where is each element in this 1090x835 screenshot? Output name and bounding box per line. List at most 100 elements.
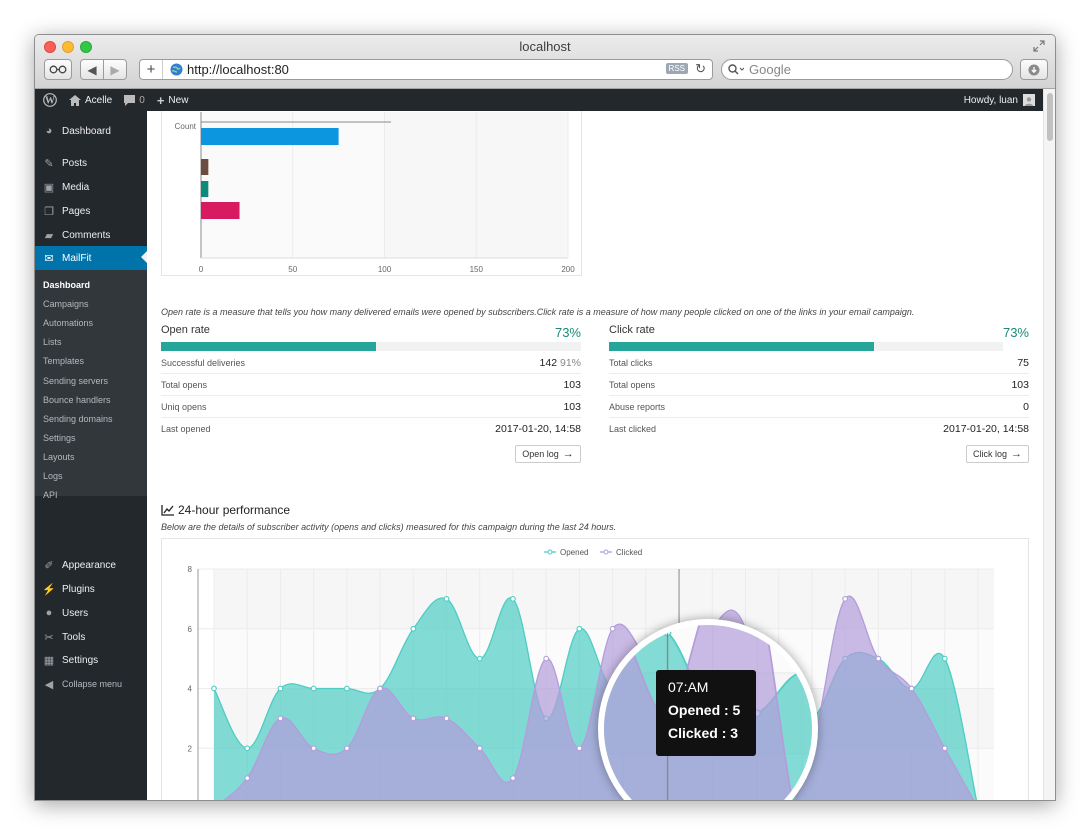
address-bar[interactable]: + http://localhost:80 RSS ↻ bbox=[139, 59, 713, 80]
clicked-point bbox=[344, 745, 350, 752]
x-tick-label: 150 bbox=[470, 265, 484, 274]
collapse-menu-button[interactable]: ◀ Collapse menu bbox=[35, 673, 147, 695]
zoom-window-button[interactable] bbox=[80, 41, 92, 53]
window-title: localhost bbox=[519, 39, 571, 54]
new-tab-icon[interactable]: + bbox=[140, 60, 163, 79]
click-stat-row: Total clicks 75 bbox=[609, 352, 1029, 374]
minimize-window-button[interactable] bbox=[62, 41, 74, 53]
chevron-left-icon: ◀ bbox=[87, 62, 97, 77]
arrow-right-icon: → bbox=[1011, 448, 1022, 460]
sidebar-item-label: Dashboard bbox=[62, 125, 111, 137]
sidebar-item-comments[interactable]: ▰ Comments bbox=[35, 224, 147, 246]
glasses-icon bbox=[49, 65, 67, 74]
opened-point bbox=[310, 685, 317, 692]
fullscreen-icon[interactable] bbox=[1033, 40, 1045, 52]
submenu-sending-domains[interactable]: Sending domains bbox=[43, 414, 113, 424]
legend-clicked-marker bbox=[603, 549, 609, 555]
close-window-button[interactable] bbox=[44, 41, 56, 53]
sidebar-item-users[interactable]: ● Users bbox=[35, 602, 147, 624]
search-bar[interactable]: Google bbox=[721, 59, 1013, 80]
line-chart-icon bbox=[161, 504, 174, 516]
submenu-sending-servers[interactable]: Sending servers bbox=[43, 376, 109, 386]
submenu-automations[interactable]: Automations bbox=[43, 318, 94, 328]
submenu-bounce-handlers[interactable]: Bounce handlers bbox=[43, 395, 111, 405]
click-stat-row: Last clicked 2017-01-20, 14:58 bbox=[609, 418, 1029, 440]
legend-clicked-label: Clicked bbox=[616, 548, 642, 557]
new-content-link[interactable]: + New bbox=[157, 93, 189, 108]
open-log-button[interactable]: Open log → bbox=[515, 445, 581, 463]
bar bbox=[201, 128, 339, 145]
sidebar-item-label: Appearance bbox=[62, 559, 116, 571]
clicked-area bbox=[224, 596, 974, 800]
sidebar-item-media[interactable]: ▣ Media bbox=[35, 176, 147, 198]
forward-button[interactable]: ▶ bbox=[103, 59, 127, 80]
submenu-logs[interactable]: Logs bbox=[43, 471, 63, 481]
browser-window: localhost ◀ ▶ + http://localhost:80 RSS … bbox=[34, 34, 1056, 801]
media-icon: ▣ bbox=[43, 181, 55, 194]
mail-icon: ✉ bbox=[44, 252, 54, 265]
row-value: 103 bbox=[563, 378, 581, 391]
home-icon bbox=[69, 94, 81, 106]
opened-point bbox=[277, 685, 284, 692]
account-menu[interactable]: Howdy, luan bbox=[964, 89, 1035, 111]
sidebar-item-posts[interactable]: ✎ Posts bbox=[35, 152, 147, 174]
collapse-label: Collapse menu bbox=[62, 679, 123, 689]
main-content: 0 50 100 150 200 Count Open rate is a measure… bbox=[147, 111, 1043, 800]
row-value: 103 bbox=[563, 400, 581, 413]
site-name-link[interactable]: Acelle bbox=[69, 94, 113, 106]
site-name: Acelle bbox=[85, 94, 113, 106]
pages-icon: ❐ bbox=[44, 205, 54, 218]
click-rate-progress-fill bbox=[609, 342, 874, 351]
window-controls bbox=[44, 41, 92, 53]
rss-badge[interactable]: RSS bbox=[665, 63, 688, 74]
row-value: 2017-01-20, 14:58 bbox=[943, 423, 1029, 435]
active-indicator bbox=[141, 251, 147, 263]
page-scrollbar[interactable] bbox=[1043, 89, 1055, 800]
sidebar-item-settings[interactable]: ▦ Settings bbox=[35, 649, 147, 671]
clicked-point bbox=[310, 745, 317, 752]
url-text[interactable]: http://localhost:80 bbox=[187, 62, 289, 77]
submenu-layouts[interactable]: Layouts bbox=[43, 452, 75, 462]
row-label: Abuse reports bbox=[609, 401, 666, 412]
reader-button[interactable] bbox=[44, 59, 72, 80]
row-value: 0 bbox=[1023, 400, 1029, 413]
new-label: New bbox=[168, 94, 189, 106]
row-value: 75 bbox=[1017, 356, 1029, 369]
sidebar-item-dashboard[interactable]: ◕ Dashboard bbox=[35, 120, 147, 142]
settings-icon: ▦ bbox=[43, 654, 55, 667]
click-log-button[interactable]: Click log → bbox=[966, 445, 1029, 463]
submenu-api[interactable]: API bbox=[43, 490, 58, 500]
comments-link[interactable]: 0 bbox=[124, 94, 145, 106]
submenu-templates[interactable]: Templates bbox=[43, 356, 85, 366]
row-value: 2017-01-20, 14:58 bbox=[495, 423, 581, 435]
clicked-point bbox=[377, 685, 383, 692]
legend-opened-marker bbox=[547, 549, 553, 555]
click-log-label: Click log bbox=[972, 449, 1007, 459]
dashboard-icon: ◕ bbox=[45, 125, 53, 137]
wp-admin-bar: W Acelle 0 + New Howdy, luan bbox=[35, 89, 1043, 111]
submenu-dashboard[interactable]: Dashboard bbox=[43, 280, 91, 290]
sidebar-item-plugins[interactable]: ⚡ Plugins bbox=[35, 578, 147, 600]
clicked-point bbox=[476, 745, 483, 752]
sidebar-item-appearance[interactable]: ✐ Appearance bbox=[35, 554, 147, 576]
performance-chart: 0246805:PM06:PM07:PM08:PM09:PM10:PM11:PM… bbox=[188, 548, 994, 800]
submenu-settings[interactable]: Settings bbox=[43, 433, 76, 443]
download-icon bbox=[1028, 64, 1040, 75]
performance-title-text: 24-hour performance bbox=[178, 503, 291, 517]
globe-icon bbox=[170, 63, 183, 76]
sidebar-item-mailfit[interactable]: ✉ MailFit bbox=[35, 246, 147, 270]
open-stat-row: Last opened 2017-01-20, 14:58 bbox=[161, 418, 581, 440]
sidebar-item-pages[interactable]: ❐ Pages bbox=[35, 200, 147, 222]
downloads-button[interactable] bbox=[1020, 59, 1048, 80]
reload-icon[interactable]: ↻ bbox=[695, 61, 706, 76]
bar-chart: 0 50 100 150 200 Count bbox=[175, 112, 575, 274]
sidebar-item-label: Comments bbox=[62, 229, 111, 241]
back-button[interactable]: ◀ bbox=[80, 59, 104, 80]
count-label: Count bbox=[175, 122, 197, 131]
submenu-campaigns[interactable]: Campaigns bbox=[43, 299, 89, 309]
submenu-lists[interactable]: Lists bbox=[43, 337, 62, 347]
scrollbar-thumb[interactable] bbox=[1047, 93, 1053, 141]
wordpress-logo-icon[interactable]: W bbox=[43, 93, 57, 107]
plus-icon: + bbox=[156, 92, 165, 108]
sidebar-item-tools[interactable]: ✂ Tools bbox=[35, 626, 147, 648]
